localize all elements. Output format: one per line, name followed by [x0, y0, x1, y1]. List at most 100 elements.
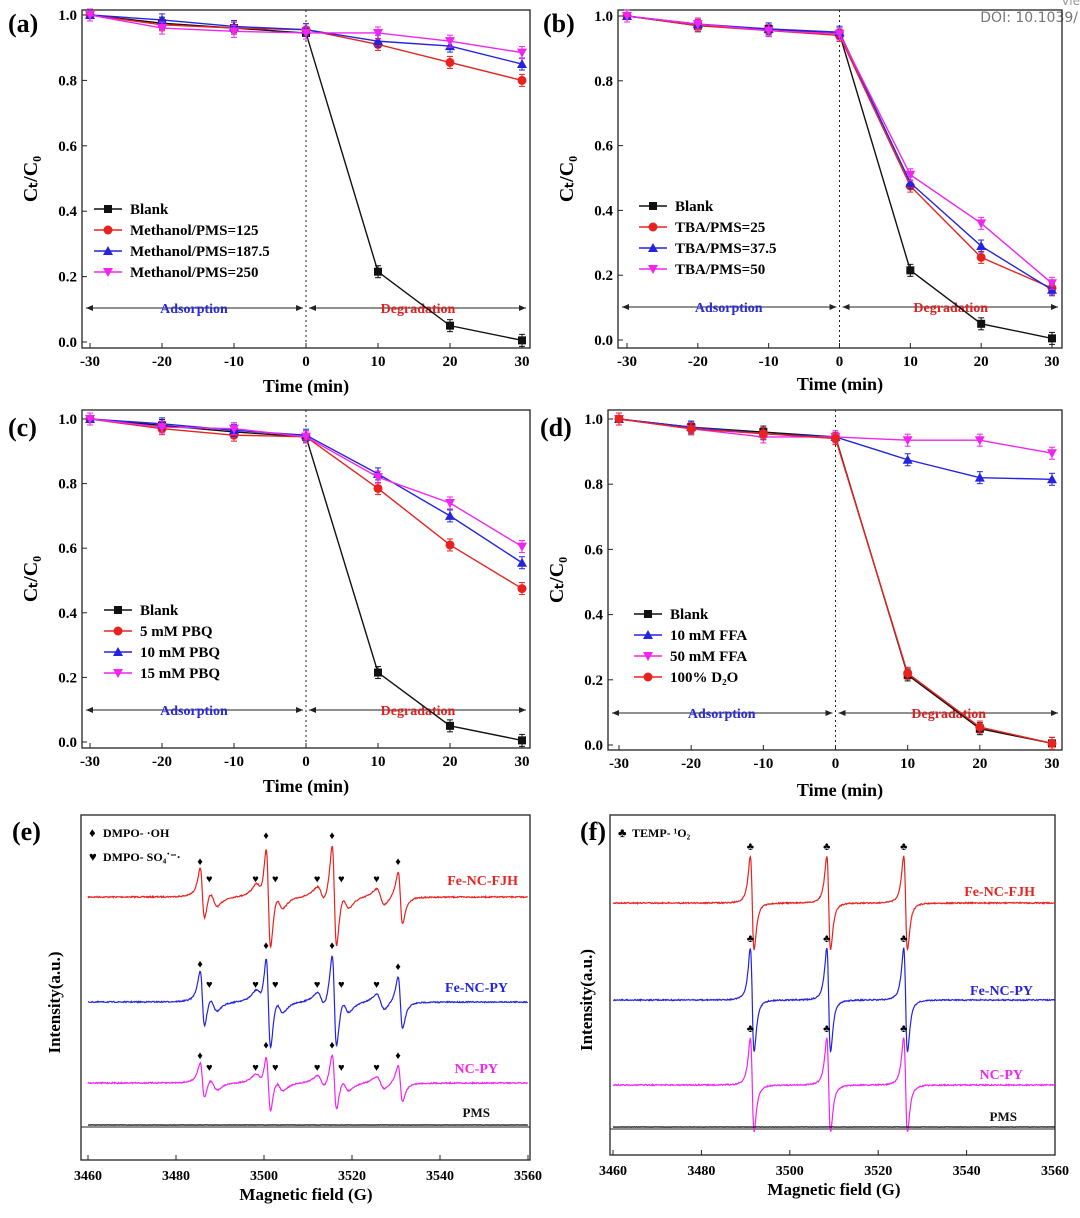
- x-tick-label: 3500: [250, 1169, 278, 1184]
- data-point: [974, 436, 985, 446]
- x-tick-label: 20: [443, 354, 458, 370]
- data-point: [1047, 279, 1057, 289]
- y-tick-label: 0.8: [584, 477, 603, 493]
- y-axis-label: Cₜ/C₀: [20, 156, 42, 202]
- x-tick-label: 3480: [162, 1169, 190, 1184]
- data-point: [374, 267, 382, 276]
- spectrum-label: Fe-NC-FJH: [447, 874, 518, 889]
- spectrum-line: [613, 947, 1055, 1054]
- legend-marker: [648, 222, 658, 232]
- peak-marker: ♦: [263, 940, 269, 952]
- legend-label: Blank: [130, 202, 169, 218]
- legend-marker: [649, 202, 657, 210]
- data-point: [517, 75, 527, 85]
- spectrum-fe-nc-fjh: ♣ ♣ ♣ Fe-NC-FJH: [612, 841, 1056, 952]
- peak-marker: ♥: [338, 979, 345, 991]
- peak-marker: ♣: [900, 933, 907, 945]
- legend-label: Methanol/PMS=125: [130, 223, 259, 239]
- x-tick-label: -30: [80, 354, 100, 370]
- peak-marker: ♥: [206, 979, 213, 991]
- arrow-head: [842, 304, 850, 310]
- y-tick-label: 0.2: [58, 670, 77, 686]
- peak-marker: ♥: [272, 1062, 279, 1074]
- x-tick-label: 3560: [514, 1169, 542, 1184]
- data-point: [905, 170, 916, 180]
- peak-marker: ♥: [252, 1062, 259, 1074]
- arrow-head: [622, 304, 629, 310]
- spectrum-label: Fe-NC-PY: [445, 981, 508, 996]
- x-tick-label: 3520: [338, 1169, 366, 1184]
- x-axis-label: Magnetic field (G): [239, 1185, 372, 1204]
- y-tick-label: 0.2: [584, 673, 603, 689]
- arrow-head: [1051, 710, 1058, 716]
- data-point: [517, 542, 527, 552]
- peak-marker: ♥: [373, 874, 380, 886]
- data-point: [374, 668, 382, 677]
- panel-b: (b) -30 -20 -10 0 10 20 30 0.0 0.2 0.4 0.6 0.8 1.0 Tim…: [543, 9, 1063, 395]
- panel-a: (a) -30 -20 -10 0 10 20 30 0.0 0.2 0.4 0.6 0.8 1.0 Tim…: [8, 8, 531, 397]
- x-tick-label: -10: [759, 354, 779, 370]
- degradation-label: Degradation: [911, 707, 986, 722]
- legend-label: TBA/PMS=50: [675, 262, 765, 278]
- peak-marker: ♦: [197, 958, 203, 970]
- legend-marker: [103, 268, 113, 277]
- plot-frame: [609, 814, 1056, 1156]
- legend-label: 15 mM PBQ: [140, 666, 220, 682]
- data-point: [373, 28, 383, 38]
- data-point: [622, 12, 632, 21]
- legend-marker: [104, 205, 112, 213]
- data-point: [614, 414, 624, 424]
- y-tick-label: 0.2: [58, 270, 77, 286]
- x-tick-label: 10: [371, 354, 386, 370]
- adsorption-label: Adsorption: [688, 707, 756, 722]
- adsorption-label: Adsorption: [695, 301, 763, 316]
- data-point: [763, 26, 774, 36]
- panel-label: (c): [8, 413, 37, 442]
- series-100-d-o: [614, 412, 1057, 750]
- x-tick-label: -20: [152, 354, 172, 370]
- data-point: [157, 423, 167, 433]
- arrow-head: [296, 707, 303, 713]
- x-tick-label: 30: [1045, 354, 1060, 370]
- x-tick-label: -20: [688, 354, 708, 370]
- spectrum-pms: PMS: [613, 1109, 1056, 1128]
- y-tick-label: 0.4: [58, 606, 77, 622]
- peak-marker: ♥: [338, 1062, 345, 1074]
- x-tick-label: 3460: [599, 1164, 627, 1179]
- x-tick-label: -10: [224, 354, 244, 370]
- data-point: [517, 557, 527, 567]
- spectrum-nc-py: ♣ ♣ ♣ NC-PY: [612, 1023, 1055, 1133]
- x-tick-label: 3540: [953, 1164, 981, 1179]
- x-tick-label: -10: [224, 754, 244, 770]
- spectrum-line: [87, 955, 528, 1050]
- legend-label: Methanol/PMS=250: [130, 265, 259, 281]
- y-tick-label: 0.4: [584, 608, 603, 624]
- data-point: [976, 241, 987, 251]
- peak-marker: ♦: [329, 940, 335, 952]
- legend-label: TBA/PMS=25: [675, 220, 765, 236]
- y-tick-label: 0.6: [594, 139, 613, 155]
- data-point: [1047, 474, 1057, 484]
- data-point: [977, 319, 986, 328]
- x-tick-label: 3500: [776, 1164, 804, 1179]
- peak-marker: ♦: [395, 961, 401, 973]
- peak-marker: ♣: [747, 841, 754, 853]
- spectrum-fe-nc-py: ♣ ♣ ♣ Fe-NC-PY: [613, 933, 1055, 1054]
- series-10-mm-ffa: [614, 412, 1057, 486]
- spectrum-fe-nc-fjh: ♦♦ ♦♦♥ ♥ ♥ ♥ ♥ ♥ Fe-NC-FJH: [87, 830, 529, 949]
- peak-marker: ♥: [206, 1062, 213, 1074]
- view-link-fragment[interactable]: Vie: [1061, 0, 1080, 8]
- arrow-head: [825, 710, 833, 716]
- arrow-head: [86, 305, 93, 311]
- y-axis-label: Cₜ/C₀: [546, 557, 568, 603]
- data-point: [157, 24, 167, 34]
- y-tick-label: 0.2: [594, 268, 613, 284]
- peak-marker: ♣: [900, 1023, 907, 1035]
- legend-marker: [113, 669, 123, 678]
- series-line: [89, 418, 523, 742]
- arrow-head: [309, 305, 316, 311]
- x-tick-label: 0: [302, 754, 310, 770]
- legend-label: 10 mM FFA: [670, 628, 747, 644]
- legend-label: DMPO- SO₄˙⁻·: [103, 850, 181, 864]
- legend-label: Blank: [675, 199, 714, 215]
